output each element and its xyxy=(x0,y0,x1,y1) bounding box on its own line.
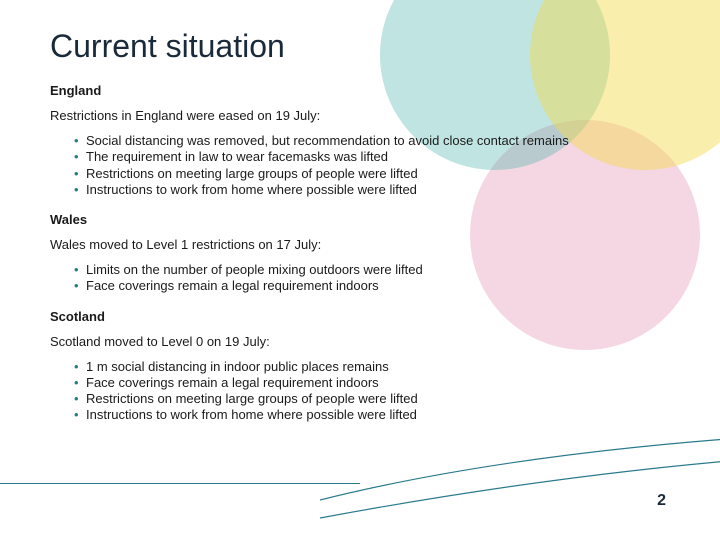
list-item: Limits on the number of people mixing ou… xyxy=(74,262,670,278)
section-intro: Scotland moved to Level 0 on 19 July: xyxy=(50,334,670,349)
page-title: Current situation xyxy=(50,28,670,65)
list-item: Face coverings remain a legal requiremen… xyxy=(74,375,670,391)
list-item: The requirement in law to wear facemasks… xyxy=(74,149,670,165)
section-wales: Wales Wales moved to Level 1 restriction… xyxy=(50,212,670,295)
section-intro: Restrictions in England were eased on 19… xyxy=(50,108,670,123)
swoosh-icon xyxy=(320,430,720,530)
section-scotland: Scotland Scotland moved to Level 0 on 19… xyxy=(50,309,670,424)
section-heading: Scotland xyxy=(50,309,670,324)
content-area: Current situation England Restrictions i… xyxy=(0,0,720,424)
section-heading: England xyxy=(50,83,670,98)
bullet-list: 1 m social distancing in indoor public p… xyxy=(74,359,670,424)
list-item: Restrictions on meeting large groups of … xyxy=(74,391,670,407)
bullet-list: Social distancing was removed, but recom… xyxy=(74,133,670,198)
slide: Current situation England Restrictions i… xyxy=(0,0,720,540)
list-item: Social distancing was removed, but recom… xyxy=(74,133,670,149)
page-number: 2 xyxy=(657,492,666,510)
list-item: 1 m social distancing in indoor public p… xyxy=(74,359,670,375)
section-england: England Restrictions in England were eas… xyxy=(50,83,670,198)
section-intro: Wales moved to Level 1 restrictions on 1… xyxy=(50,237,670,252)
list-item: Face coverings remain a legal requiremen… xyxy=(74,278,670,294)
section-heading: Wales xyxy=(50,212,670,227)
list-item: Instructions to work from home where pos… xyxy=(74,182,670,198)
footer-divider xyxy=(0,483,360,484)
list-item: Instructions to work from home where pos… xyxy=(74,407,670,423)
bullet-list: Limits on the number of people mixing ou… xyxy=(74,262,670,295)
list-item: Restrictions on meeting large groups of … xyxy=(74,166,670,182)
